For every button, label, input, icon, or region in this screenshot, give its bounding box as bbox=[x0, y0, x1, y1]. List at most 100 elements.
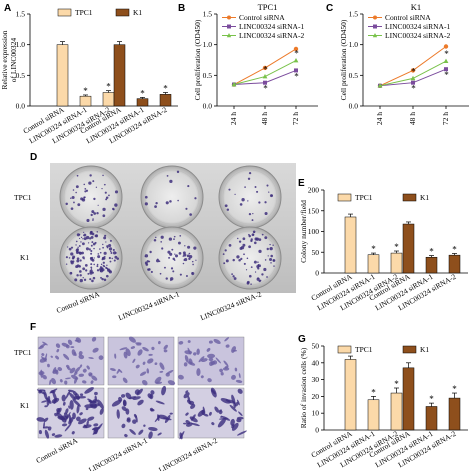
colony bbox=[83, 278, 87, 282]
culture-dish-rim bbox=[222, 230, 278, 286]
colony bbox=[82, 277, 84, 279]
invaded-cell bbox=[132, 396, 141, 400]
micrograph-column-label: LINC00324 siRNA-2 bbox=[157, 436, 219, 471]
significance-marker: * bbox=[106, 82, 111, 92]
bar bbox=[113, 44, 126, 107]
invaded-cell bbox=[221, 416, 231, 421]
invaded-cell bbox=[213, 338, 221, 344]
bar bbox=[102, 92, 115, 107]
invaded-cell bbox=[235, 379, 243, 383]
invaded-cell bbox=[158, 340, 161, 345]
colony bbox=[87, 272, 90, 275]
colony bbox=[108, 256, 111, 260]
invaded-cell bbox=[76, 416, 81, 422]
colony bbox=[225, 259, 229, 263]
colony bbox=[92, 218, 94, 220]
colony bbox=[188, 254, 193, 259]
significance-marker: * bbox=[394, 242, 399, 252]
colony bbox=[193, 246, 197, 250]
bar bbox=[344, 216, 357, 274]
data-point bbox=[262, 65, 268, 71]
invaded-cell bbox=[150, 390, 155, 395]
colony bbox=[93, 257, 95, 259]
invaded-cell bbox=[198, 356, 205, 363]
invaded-cell bbox=[200, 375, 204, 379]
invaded-cell bbox=[94, 391, 98, 396]
invaded-cell bbox=[142, 361, 146, 365]
invaded-cell bbox=[130, 346, 136, 349]
invaded-cell bbox=[119, 347, 128, 351]
invaded-cell bbox=[49, 388, 58, 394]
colony bbox=[182, 251, 186, 255]
invaded-cell bbox=[208, 357, 214, 362]
culture-dish bbox=[140, 165, 204, 229]
invaded-cell bbox=[121, 406, 127, 412]
bar bbox=[56, 44, 69, 107]
invaded-cell bbox=[72, 412, 76, 420]
invaded-cell bbox=[55, 369, 59, 375]
data-point bbox=[443, 44, 449, 49]
colony bbox=[185, 207, 188, 210]
y-tick-label: 200 bbox=[308, 186, 320, 195]
invaded-cell bbox=[143, 424, 146, 427]
colony bbox=[191, 260, 194, 263]
culture-dish-rim bbox=[144, 230, 200, 286]
invaded-cell bbox=[42, 341, 48, 346]
invaded-cell bbox=[47, 426, 52, 431]
colony bbox=[70, 260, 73, 263]
colony bbox=[252, 212, 254, 215]
legend-marker bbox=[226, 33, 232, 38]
dish-column-label: LINC00324 siRNA-1 bbox=[117, 289, 181, 322]
legend-label: Control siRNA bbox=[385, 13, 431, 22]
invaded-cell bbox=[148, 431, 153, 439]
colony bbox=[80, 241, 82, 243]
colony bbox=[75, 265, 79, 269]
colony bbox=[248, 171, 252, 175]
invaded-cell bbox=[65, 389, 71, 400]
x-tick-label: 72 h bbox=[291, 112, 300, 125]
data-point bbox=[293, 46, 299, 52]
significance-marker: * bbox=[83, 86, 88, 96]
colony bbox=[102, 256, 106, 260]
colony bbox=[108, 247, 113, 251]
colony bbox=[79, 259, 82, 262]
colony bbox=[248, 234, 251, 238]
data-point bbox=[410, 68, 416, 73]
y-tick-label: 1.0 bbox=[16, 40, 26, 49]
colony bbox=[89, 230, 93, 234]
colony bbox=[186, 254, 190, 258]
significance-marker: * bbox=[394, 379, 399, 389]
invaded-cell bbox=[147, 358, 154, 364]
invaded-cell bbox=[92, 347, 99, 353]
data-point bbox=[262, 73, 268, 79]
colony bbox=[264, 211, 268, 216]
colony bbox=[161, 247, 164, 250]
invaded-cell bbox=[225, 399, 236, 404]
colony bbox=[258, 201, 261, 204]
invaded-cell bbox=[154, 415, 161, 423]
colony bbox=[102, 243, 104, 246]
invaded-cell bbox=[77, 418, 87, 425]
invaded-cell bbox=[135, 364, 140, 369]
colony bbox=[86, 218, 90, 222]
panel-label-a: A bbox=[4, 3, 11, 14]
colony bbox=[270, 262, 272, 264]
colony bbox=[264, 201, 267, 204]
y-tick-label: 0.5 bbox=[16, 71, 26, 80]
colony bbox=[253, 241, 257, 245]
colony bbox=[185, 275, 188, 277]
invaded-cell bbox=[65, 408, 69, 414]
colony bbox=[92, 276, 96, 280]
colony bbox=[96, 231, 98, 233]
invaded-cell bbox=[167, 380, 176, 386]
colony bbox=[96, 212, 99, 215]
colony bbox=[77, 203, 81, 207]
colony bbox=[91, 232, 95, 236]
colony bbox=[144, 255, 146, 258]
invaded-cell bbox=[90, 380, 94, 384]
invaded-cell bbox=[76, 404, 80, 414]
colony bbox=[91, 258, 95, 262]
colony bbox=[192, 263, 194, 266]
colony bbox=[97, 255, 101, 259]
